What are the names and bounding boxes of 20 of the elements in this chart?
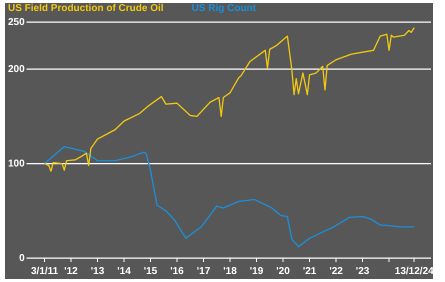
x-tick-label: '12 [64,266,78,277]
text: US Field Production of Crude Oil [8,3,164,14]
x-tick-label: '20 [276,266,290,277]
x-tick-label: '23 [356,266,370,277]
x-tick-label: '22 [329,266,344,277]
text: US Rig Count [192,3,256,14]
y-tick-label: 250 [8,16,26,28]
x-tick-label: '16 [170,266,184,277]
y-tick-label: 100 [8,158,26,170]
x-tick-label: '19 [250,266,264,277]
y-tick-label: 0 [19,252,26,264]
x-tick-label: 3/1/11 [30,266,59,277]
x-tick-label: '13 [90,266,105,277]
x-tick-label: '21 [302,266,317,277]
x-tick-label: 13/12/24 [394,266,434,277]
y-tick-label: 200 [8,64,26,75]
x-tick-label: '15 [144,266,158,277]
x-tick-label: '17 [196,266,211,277]
x-tick-label: '14 [117,266,132,277]
x-tick-label: '18 [223,266,238,277]
